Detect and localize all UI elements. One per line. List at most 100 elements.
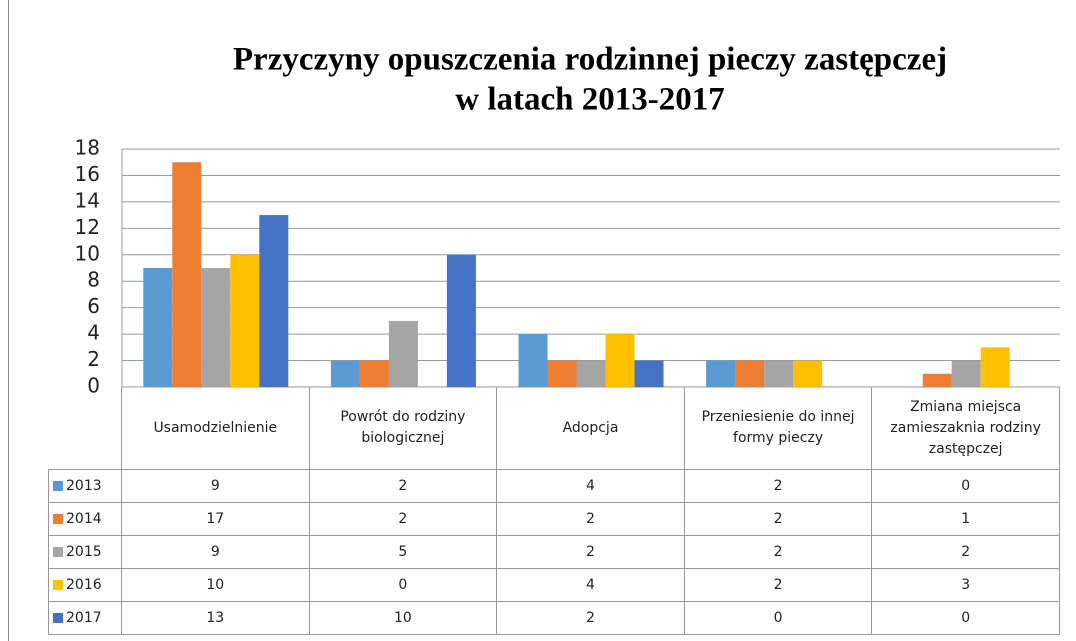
- category-header: Powrót do rodziny biologicznej: [309, 387, 498, 470]
- table-value: 2: [684, 536, 873, 569]
- data-table: Usamodzielnienie Powrót do rodziny biolog…: [48, 387, 1060, 635]
- y-tick-label: 10: [75, 241, 100, 265]
- y-tick-label: 16: [75, 162, 100, 186]
- category-header-text: Zmiana miejsca zamieszaknia rodziny zast…: [890, 398, 1041, 457]
- bar: [230, 254, 260, 387]
- bar: [764, 360, 794, 387]
- category-header-text: Usamodzielnienie: [153, 419, 278, 436]
- table-value: 9: [122, 536, 310, 569]
- bar: [518, 334, 548, 387]
- legend-swatch: [53, 580, 63, 590]
- table-value: 2: [872, 536, 1060, 569]
- chart-frame: [8, 0, 9, 641]
- table-value-text: 2: [773, 576, 783, 593]
- table-value-text: 2: [586, 543, 595, 560]
- table-value-text: 17: [206, 510, 225, 527]
- table-value: 2: [309, 470, 498, 503]
- table-value: 2: [684, 503, 873, 536]
- bar: [330, 360, 360, 387]
- category-header: Usamodzielnienie: [122, 387, 310, 470]
- y-tick-label: 0: [87, 374, 100, 398]
- table-value-text: 9: [210, 543, 220, 560]
- table-value: 10: [122, 569, 310, 602]
- legend-swatch: [53, 481, 63, 491]
- table-value: 4: [497, 569, 685, 602]
- table-value-text: 2: [773, 543, 783, 560]
- table-value: 0: [872, 602, 1060, 635]
- legend-entry: 2016: [48, 569, 122, 602]
- y-tick-label: 2: [87, 347, 100, 371]
- table-value: 2: [497, 536, 685, 569]
- y-tick-label: 12: [75, 215, 100, 239]
- legend-label: 2017: [66, 609, 102, 626]
- bar: [605, 334, 635, 387]
- bar: [547, 360, 577, 387]
- table-corner: [48, 387, 122, 470]
- table-value-text: 10: [393, 609, 412, 626]
- table-value: 10: [309, 602, 498, 635]
- legend-entry: 2014: [48, 503, 122, 536]
- table-value: 5: [309, 536, 498, 569]
- table-value: 9: [122, 470, 310, 503]
- table-value: 0: [684, 602, 873, 635]
- category-header-text: Adopcja: [562, 419, 619, 436]
- table-value: 2: [497, 602, 685, 635]
- bar: [172, 162, 202, 387]
- table-value-text: 2: [961, 543, 971, 560]
- bar: [980, 347, 1010, 387]
- bar: [201, 268, 231, 387]
- bar: [143, 268, 173, 387]
- table-value: 0: [872, 470, 1060, 503]
- table-value-text: 5: [398, 543, 408, 560]
- bar: [576, 360, 606, 387]
- legend-label: 2015: [66, 543, 102, 560]
- table-value: 13: [122, 602, 310, 635]
- bar: [793, 360, 823, 387]
- legend-label: 2014: [66, 510, 102, 527]
- legend-swatch: [53, 514, 63, 524]
- category-header-text: Powrót do rodziny biologicznej: [340, 409, 466, 446]
- legend-entry: 2017: [48, 602, 122, 635]
- table-value-text: 0: [773, 609, 783, 626]
- table-value: 4: [497, 470, 685, 503]
- category-header: Przeniesienie do innej formy pieczy: [684, 387, 873, 470]
- bar: [951, 360, 981, 387]
- table-value-text: 4: [586, 576, 595, 593]
- bar: [922, 373, 952, 387]
- table-value: 2: [684, 470, 873, 503]
- table-value-text: 0: [398, 576, 408, 593]
- table-value-text: 2: [398, 477, 408, 494]
- table-value: 3: [872, 569, 1060, 602]
- bar: [259, 215, 289, 387]
- category-header: Adopcja: [497, 387, 685, 470]
- table-value-text: 10: [206, 576, 225, 593]
- table-value-text: 9: [210, 477, 220, 494]
- table-value-text: 2: [773, 477, 783, 494]
- table-value-text: 13: [206, 609, 225, 626]
- y-tick-label: 14: [75, 188, 100, 212]
- legend-label: 2016: [66, 576, 102, 593]
- legend-swatch: [53, 613, 63, 623]
- table-value-text: 0: [961, 609, 971, 626]
- table-value-text: 2: [398, 510, 408, 527]
- bar: [706, 360, 736, 387]
- table-value-text: 2: [773, 510, 783, 527]
- legend-entry: 2015: [48, 536, 122, 569]
- table-value: 17: [122, 503, 310, 536]
- chart-title: Przyczyny opuszczenia rodzinnej pieczy z…: [233, 42, 947, 78]
- category-header: Zmiana miejsca zamieszaknia rodziny zast…: [872, 387, 1060, 470]
- category-header-text: Przeniesienie do innej formy pieczy: [701, 409, 855, 446]
- table-value-text: 0: [961, 477, 971, 494]
- table-value: 2: [497, 503, 685, 536]
- legend-entry: 2013: [48, 470, 122, 503]
- bar: [359, 360, 389, 387]
- table-value-text: 3: [961, 576, 971, 593]
- y-tick-label: 6: [87, 294, 100, 318]
- chart-title: w latach 2013-2017: [455, 82, 724, 118]
- bar: [735, 360, 765, 387]
- table-value-text: 2: [586, 510, 595, 527]
- y-tick-label: 8: [87, 268, 100, 292]
- y-tick-label: 18: [75, 136, 100, 160]
